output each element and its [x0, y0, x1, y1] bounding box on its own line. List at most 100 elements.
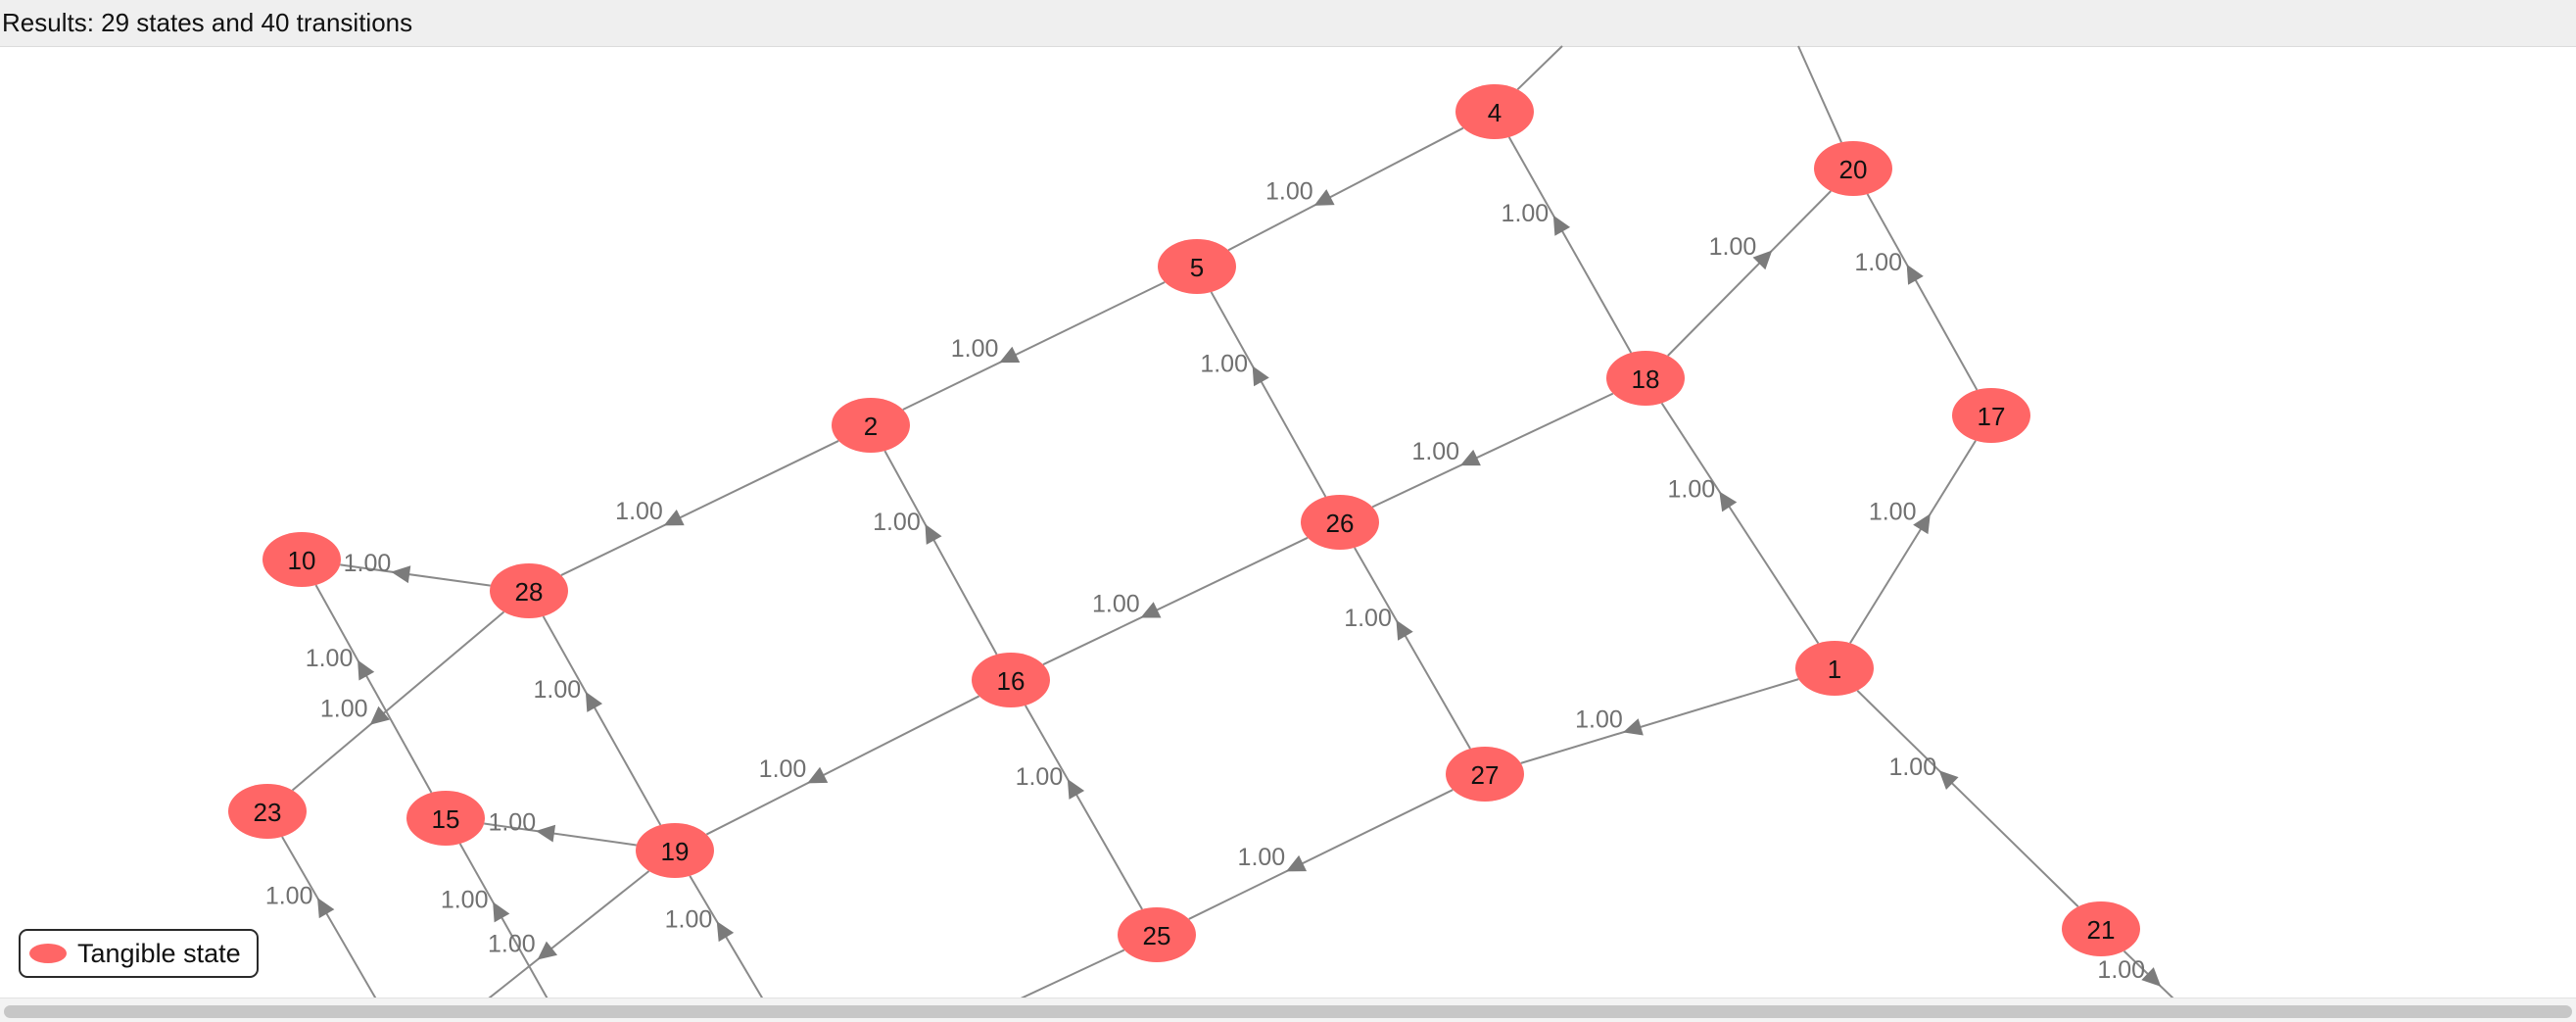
state-node-shape[interactable] — [1952, 388, 2030, 443]
transition-arrowhead — [2141, 967, 2162, 987]
transition-arrowhead — [536, 824, 556, 843]
state-node-18[interactable]: 18 — [1606, 351, 1685, 406]
transition-arrowhead — [1140, 602, 1162, 618]
state-node-4[interactable]: 4 — [1455, 84, 1534, 139]
transition-edge-1-to-18 — [1660, 402, 1820, 645]
state-node-shape[interactable] — [1795, 641, 1874, 696]
transition-rate-label: 1.00 — [1265, 177, 1313, 205]
transition-rate-label: 1.00 — [759, 755, 807, 783]
transition-arrowhead — [925, 523, 942, 545]
state-node-shape[interactable] — [406, 791, 485, 846]
state-node-shape[interactable] — [2062, 901, 2140, 956]
transition-edge-off-23-to-23 — [281, 836, 383, 1010]
transition-arrowhead — [585, 691, 603, 712]
transition-arrowhead — [663, 509, 685, 526]
transition-edge-1-to-17 — [1849, 440, 1977, 644]
state-node-23[interactable]: 23 — [228, 784, 307, 839]
transition-edge-1-to-27 — [1520, 678, 1799, 764]
results-summary: Results: 29 states and 40 transitions — [2, 8, 413, 37]
transition-rate-label: 1.00 — [951, 335, 999, 363]
transition-edge-4-to-5 — [1227, 126, 1464, 252]
state-node-label: 18 — [1632, 365, 1660, 394]
transition-rate-label: 1.00 — [488, 808, 536, 836]
state-node-shape[interactable] — [1118, 907, 1196, 962]
state-node-shape[interactable] — [1455, 84, 1534, 139]
state-node-19[interactable]: 19 — [636, 823, 714, 878]
state-node-25[interactable]: 25 — [1118, 907, 1196, 962]
transition-arrowhead — [1719, 491, 1738, 512]
legend-label: Tangible state — [77, 939, 241, 968]
transition-rate-label: 1.00 — [265, 882, 313, 909]
state-node-17[interactable]: 17 — [1952, 388, 2030, 443]
transition-edge-off-15-to-15 — [458, 843, 554, 1010]
transition-edge-18-to-20 — [1667, 190, 1832, 357]
state-node-shape[interactable] — [1446, 747, 1524, 802]
state-node-20[interactable]: 20 — [1814, 141, 1892, 196]
state-node-shape[interactable] — [490, 563, 568, 618]
transition-arrowhead — [807, 766, 829, 784]
transition-rate-label: 1.00 — [1016, 763, 1064, 791]
transition-rate-label: 1.00 — [1854, 249, 1902, 276]
transition-edge-26-to-5 — [1210, 291, 1327, 498]
transition-edge-27-to-26 — [1354, 547, 1471, 750]
state-node-shape[interactable] — [832, 398, 910, 453]
legend: Tangible state — [19, 929, 259, 978]
transition-arrowhead — [1623, 718, 1644, 736]
transition-edge-28-to-23 — [291, 610, 505, 792]
state-node-15[interactable]: 15 — [406, 791, 485, 846]
transition-edge-25-to-off-25 — [1018, 949, 1125, 1000]
transition-rate-label: 1.00 — [1092, 590, 1140, 617]
state-node-shape[interactable] — [262, 532, 341, 587]
transition-rate-label: 1.00 — [1200, 351, 1248, 378]
transition-edge-19-to-28 — [542, 615, 662, 826]
transition-edge-18-to-4 — [1507, 136, 1633, 354]
transition-rate-label: 1.00 — [873, 509, 921, 536]
transition-rate-label: 1.00 — [1344, 605, 1392, 632]
transition-rate-label: 1.00 — [1575, 706, 1623, 734]
state-node-5[interactable]: 5 — [1158, 239, 1236, 294]
transition-edge-21-to-1 — [1856, 690, 2079, 907]
transition-arrowhead — [1552, 215, 1571, 236]
state-node-label: 27 — [1471, 760, 1500, 790]
state-node-2[interactable]: 2 — [832, 398, 910, 453]
state-node-shape[interactable] — [228, 784, 307, 839]
state-node-16[interactable]: 16 — [972, 653, 1050, 707]
transition-rate-label: 1.00 — [665, 905, 713, 933]
transition-arrowhead — [1459, 449, 1481, 466]
transition-rate-label: 1.00 — [488, 931, 536, 958]
transition-edge-2-to-28 — [560, 440, 839, 576]
state-node-28[interactable]: 28 — [490, 563, 568, 618]
transition-arrowhead — [1252, 365, 1269, 387]
state-node-label: 26 — [1326, 509, 1355, 538]
transition-edge-25-to-16 — [1025, 705, 1143, 910]
transition-arrowhead — [716, 921, 735, 943]
transition-rate-label: 1.00 — [1411, 438, 1459, 465]
transition-rate-label: 1.00 — [1888, 754, 1936, 781]
transition-rate-label: 1.00 — [344, 550, 392, 577]
transition-rate-label: 1.00 — [1238, 844, 1286, 871]
state-node-1[interactable]: 1 — [1795, 641, 1874, 696]
state-node-shape[interactable] — [972, 653, 1050, 707]
state-node-26[interactable]: 26 — [1301, 495, 1379, 550]
transition-arrowhead — [391, 565, 411, 584]
state-node-shape[interactable] — [1301, 495, 1379, 550]
transition-edge-off-4-to-4 — [1516, 45, 1563, 91]
state-node-27[interactable]: 27 — [1446, 747, 1524, 802]
state-node-label: 5 — [1190, 253, 1204, 282]
state-node-10[interactable]: 10 — [262, 532, 341, 587]
transition-arrowhead — [1752, 250, 1773, 270]
horizontal-scrollbar-thumb[interactable] — [4, 1005, 2572, 1018]
state-node-shape[interactable] — [1814, 141, 1892, 196]
transition-edge-19-to-15 — [484, 822, 637, 847]
state-node-shape[interactable] — [1158, 239, 1236, 294]
state-node-label: 2 — [864, 412, 878, 441]
state-node-label: 28 — [515, 577, 544, 607]
transition-rate-label: 1.00 — [534, 676, 582, 704]
transition-edge-27-to-25 — [1188, 789, 1454, 920]
state-node-21[interactable]: 21 — [2062, 901, 2140, 956]
state-node-label: 23 — [254, 798, 282, 827]
state-node-shape[interactable] — [636, 823, 714, 878]
transition-edge-15-to-10 — [314, 584, 433, 794]
state-node-shape[interactable] — [1606, 351, 1685, 406]
